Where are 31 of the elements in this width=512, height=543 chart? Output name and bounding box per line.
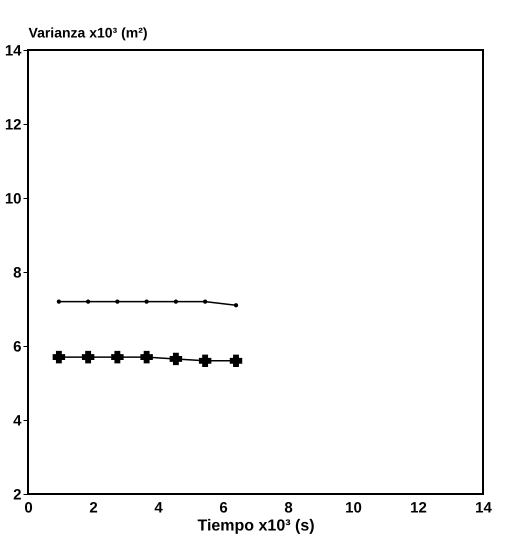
point — [230, 354, 242, 368]
point — [203, 299, 208, 304]
y-tick-label: 12 — [4, 116, 22, 134]
x-tick-label: 0 — [24, 500, 33, 516]
point — [198, 354, 212, 368]
x-tick-label: 2 — [89, 500, 98, 516]
x-tick-label: 8 — [284, 500, 293, 516]
y-tick-label: 8 — [13, 264, 22, 282]
point — [82, 350, 94, 364]
x-tick-label: 4 — [154, 500, 164, 516]
point — [234, 303, 238, 308]
point — [170, 352, 182, 366]
point — [56, 299, 61, 304]
x-tick-label: 14 — [475, 500, 492, 516]
point — [86, 299, 90, 304]
point — [140, 350, 153, 364]
x-tick-label: 6 — [219, 500, 228, 516]
point — [115, 299, 120, 304]
y-tick-label: 14 — [4, 42, 22, 60]
y-tick-label: 6 — [13, 338, 22, 356]
y-axis-title: Varianza x10³ (m²) — [28, 24, 148, 40]
x-tick-label: 12 — [410, 500, 427, 516]
y-tick-label: 2 — [13, 486, 22, 504]
point — [144, 299, 149, 304]
point — [174, 299, 178, 304]
y-tick-label: 10 — [4, 190, 22, 208]
point — [111, 350, 124, 364]
y-tick-label: 4 — [13, 412, 22, 430]
x-axis-title: Tiempo x10³ (s) — [197, 518, 315, 534]
x-tick-label: 10 — [345, 500, 362, 516]
point — [52, 350, 66, 364]
